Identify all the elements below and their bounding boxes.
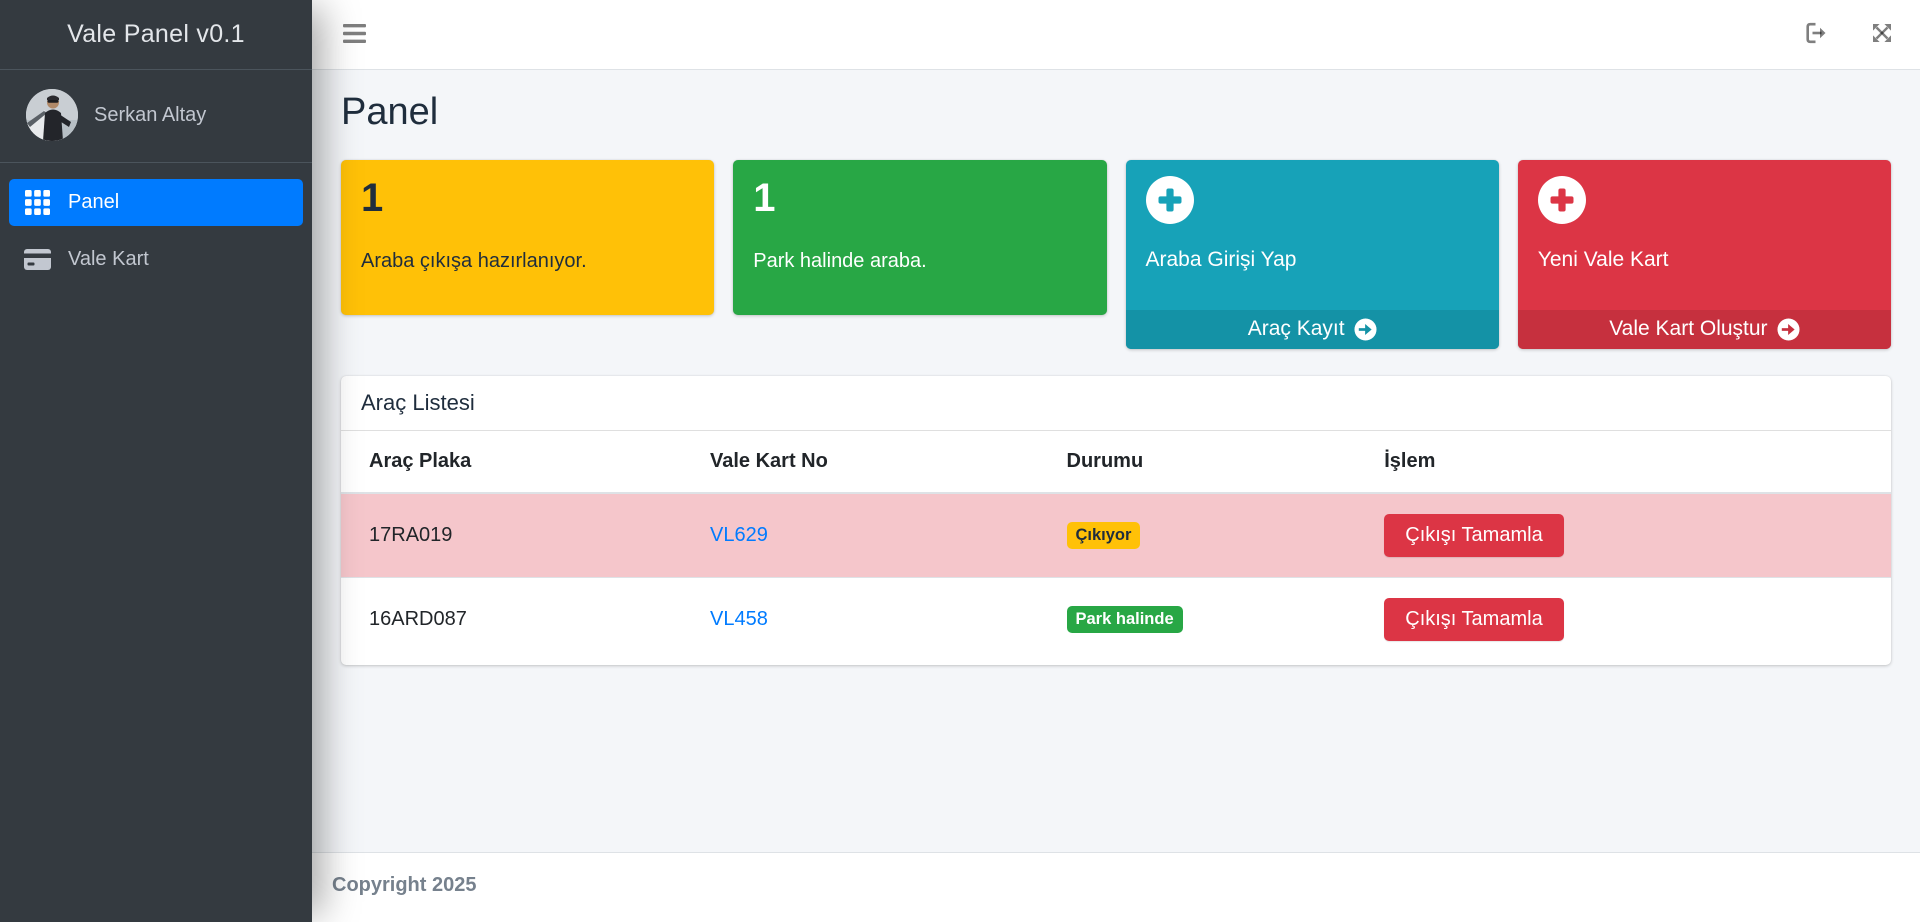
- plate-cell: 16ARD087: [369, 608, 467, 630]
- info-box-cars-parked: 1 Park halinde araba.: [733, 160, 1107, 315]
- action-box-label: Yeni Vale Kart: [1537, 248, 1669, 271]
- info-box-value: 1: [753, 176, 776, 220]
- action-box-car-entry: Araba Girişi Yap Araç Kayıt: [1125, 160, 1499, 349]
- table-row: 17RA019 VL629 Çıkıyor Çıkışı Tamamla: [341, 493, 1891, 578]
- column-header-plate: Araç Plaka: [341, 431, 682, 494]
- plate-cell: 17RA019: [369, 524, 453, 546]
- navbar-right-group: [1799, 17, 1898, 52]
- page-title: Panel: [341, 91, 439, 133]
- vehicle-table: Araç Plaka Vale Kart No Durumu İşlem 17R…: [341, 431, 1891, 661]
- avatar-image: [26, 89, 78, 141]
- sidebar-nav: Panel Vale Kart: [0, 163, 312, 299]
- brand-link[interactable]: Vale Panel v0.1: [0, 0, 312, 70]
- grid-icon: [23, 190, 51, 215]
- info-box-label: Park halinde araba.: [753, 250, 927, 272]
- fullscreen-button[interactable]: [1866, 17, 1898, 52]
- copyright-text: Copyright 2025: [332, 874, 477, 896]
- column-header-action: İşlem: [1356, 431, 1891, 494]
- info-box-label: Araba çıkışa hazırlanıyor.: [361, 250, 587, 272]
- content-wrapper: Panel 1 Araba çıkışa hazırlanıyor. 1 Par…: [312, 70, 1920, 852]
- menu-toggle-button[interactable]: [339, 20, 370, 50]
- top-navbar: [312, 0, 1920, 70]
- user-name[interactable]: Serkan Altay: [94, 103, 207, 126]
- fullscreen-icon: [1870, 21, 1894, 48]
- sign-out-button[interactable]: [1799, 17, 1832, 52]
- vehicle-list-card: Araç Listesi Araç Plaka Vale Kart No Dur…: [341, 376, 1891, 665]
- info-box-value: 1: [361, 176, 384, 220]
- complete-exit-button[interactable]: Çıkışı Tamamla: [1384, 514, 1564, 557]
- status-badge: Park halinde: [1066, 605, 1183, 634]
- plus-circle-icon: [1537, 176, 1586, 224]
- menu-icon: [343, 23, 366, 46]
- user-panel: Serkan Altay: [0, 70, 312, 163]
- card-title: Araç Listesi: [341, 376, 1891, 431]
- credit-card-icon: [23, 248, 51, 272]
- vale-card-link[interactable]: VL458: [710, 608, 768, 630]
- action-box-label: Araba Girişi Yap: [1145, 248, 1297, 271]
- info-box-cars-leaving: 1 Araba çıkışa hazırlanıyor.: [341, 160, 715, 315]
- plus-circle-icon: [1145, 176, 1194, 224]
- car-register-link[interactable]: Araç Kayıt: [1125, 310, 1499, 349]
- column-header-status: Durumu: [1038, 431, 1357, 494]
- main-column: Panel 1 Araba çıkışa hazırlanıyor. 1 Par…: [312, 0, 1920, 922]
- column-header-vale-card: Vale Kart No: [682, 431, 1039, 494]
- sidebar-item-label: Vale Kart: [68, 248, 149, 270]
- sidebar-item-label: Panel: [68, 191, 120, 213]
- table-row: 16ARD087 VL458 Park halinde Çıkışı Tamam…: [341, 577, 1891, 662]
- create-vale-card-link[interactable]: Vale Kart Oluştur: [1517, 310, 1891, 349]
- vale-card-link[interactable]: VL629: [710, 524, 768, 546]
- action-box-new-vale-card: Yeni Vale Kart Vale Kart Oluştur: [1517, 160, 1891, 349]
- avatar[interactable]: [26, 89, 78, 141]
- status-badge: Çıkıyor: [1066, 521, 1141, 550]
- page-footer: Copyright 2025: [312, 852, 1920, 922]
- complete-exit-button[interactable]: Çıkışı Tamamla: [1384, 598, 1564, 641]
- sidebar-item-vale-kart[interactable]: Vale Kart: [9, 236, 303, 283]
- sidebar: Vale Panel v0.1 Serkan Altay: [0, 0, 312, 922]
- sign-out-icon: [1803, 21, 1828, 48]
- info-boxes-row: 1 Araba çıkışa hazırlanıyor. 1 Park hali…: [341, 160, 1891, 349]
- arrow-circle-right-icon: [1354, 317, 1377, 341]
- sidebar-item-panel[interactable]: Panel: [9, 179, 303, 226]
- arrow-circle-right-icon: [1777, 317, 1800, 341]
